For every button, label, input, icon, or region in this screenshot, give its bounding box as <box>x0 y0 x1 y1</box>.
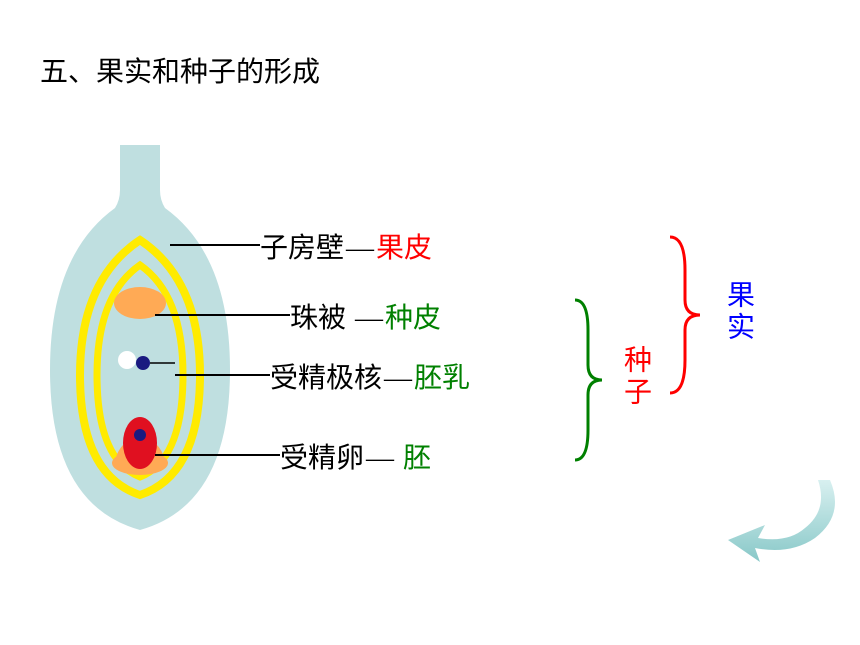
ovary-diagram <box>25 145 255 545</box>
fruit-brace <box>665 225 710 405</box>
label-row-egg: 受精卵— 胚 <box>280 436 431 476</box>
dash-2: — <box>355 303 383 334</box>
egg-nucleus <box>134 429 146 441</box>
polar-nucleus-text: 受精极核 <box>270 363 382 394</box>
fertilized-egg-shape <box>123 417 157 469</box>
polar-nucleus-blue <box>136 356 150 370</box>
leader-line-2 <box>155 314 290 316</box>
label-row-polar: 受精极核—胚乳 <box>270 356 470 396</box>
seed-label: 种子 <box>615 345 655 409</box>
leader-line-3 <box>175 374 270 376</box>
dash-1: — <box>346 233 374 264</box>
seed-brace <box>570 290 610 470</box>
embryo-text: 胚 <box>403 443 431 474</box>
ovary-wall-text: 子房壁 <box>260 233 344 264</box>
leader-line-4 <box>155 454 280 456</box>
section-title: 五、果实和种子的形成 <box>40 50 320 90</box>
label-row-integument: 珠被 —种皮 <box>290 296 441 336</box>
fertilized-egg-text: 受精卵 <box>280 443 364 474</box>
dash-4: — <box>366 443 394 474</box>
curved-arrow-icon <box>720 470 850 570</box>
fruit-label: 果实 <box>718 280 758 344</box>
integument-text: 珠被 <box>290 303 346 334</box>
pericarp-text: 果皮 <box>376 233 432 264</box>
polar-nucleus-white <box>118 351 136 369</box>
leader-line-1 <box>170 244 260 246</box>
testa-text: 种皮 <box>385 303 441 334</box>
label-row-ovary-wall: 子房壁—果皮 <box>260 226 432 266</box>
endosperm-text: 胚乳 <box>414 363 470 394</box>
dash-3: — <box>384 363 412 394</box>
